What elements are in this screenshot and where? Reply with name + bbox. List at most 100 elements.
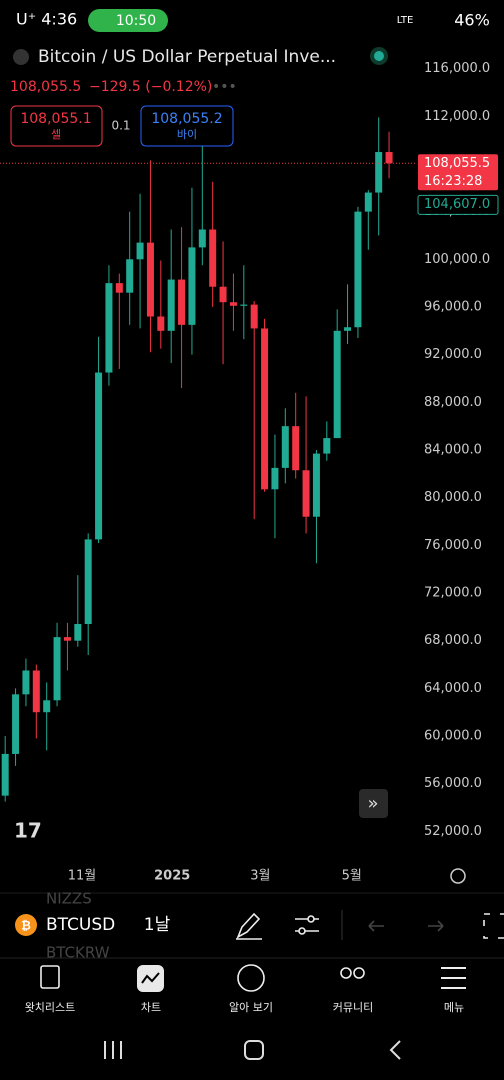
x-tick-label: 5월 xyxy=(342,869,362,884)
candle-body xyxy=(157,316,165,331)
candle-body xyxy=(240,304,248,306)
community-icon xyxy=(353,967,365,979)
status-dot-inner xyxy=(374,51,384,61)
tab-label[interactable]: 알아 보기 xyxy=(229,1000,273,1014)
y-tick-label: 100,000.0 xyxy=(424,252,490,267)
x-tick-label: 11월 xyxy=(68,869,97,884)
y-tick-label: 68,000.0 xyxy=(424,633,482,648)
y-tick-label: 92,000.0 xyxy=(424,347,482,362)
y-tick-label: 116,000.0 xyxy=(424,61,490,76)
spread: 0.1 xyxy=(111,119,130,133)
candle-body xyxy=(63,637,71,641)
y-tick-label: 64,000.0 xyxy=(424,681,482,696)
candle-body xyxy=(167,279,175,331)
candle-body xyxy=(74,624,82,641)
candle-body xyxy=(1,753,9,796)
undo-icon[interactable] xyxy=(368,920,384,932)
candle-body xyxy=(229,302,237,306)
fullscreen-icon[interactable] xyxy=(483,913,504,939)
y-tick-label: 88,000.0 xyxy=(424,395,482,410)
call-pill[interactable] xyxy=(88,9,168,32)
candle-body xyxy=(22,670,30,695)
candle-body xyxy=(105,283,113,373)
header-price: 108,055.5 xyxy=(10,79,81,95)
indicator-icon[interactable] xyxy=(295,918,319,932)
candle-body xyxy=(12,694,20,754)
y-tick-label: 76,000.0 xyxy=(424,538,482,553)
battery: 46% xyxy=(454,11,490,30)
countdown-label: 16:23:28 xyxy=(424,174,482,189)
marker-tag xyxy=(417,194,499,215)
y-tick-label: 60,000.0 xyxy=(424,729,482,744)
candle-body xyxy=(146,242,154,317)
candle-body xyxy=(302,470,310,517)
candle-body xyxy=(281,426,289,468)
candle-body xyxy=(188,247,196,325)
buy-label: 바이 xyxy=(177,128,197,141)
ghost-symbol: BTCKRW xyxy=(46,944,110,962)
toolbar-interval[interactable]: 1날 xyxy=(144,915,171,935)
chart: 52,000.0 56,000.0 60,000.0 64,000.0 68,000.0… xyxy=(0,61,499,884)
tab-label[interactable]: 차트 xyxy=(141,1001,161,1014)
tab-label[interactable]: 왓치리스트 xyxy=(25,1001,76,1014)
status-time: U⁺ 4:36 xyxy=(16,10,77,29)
candle-body xyxy=(271,467,279,490)
indicator-knob xyxy=(307,915,315,923)
candle-body xyxy=(333,330,341,439)
last-price-label: 108,055.5 xyxy=(424,156,490,171)
candle-body xyxy=(136,242,144,260)
btc-icon xyxy=(15,914,37,936)
candle-body xyxy=(219,286,227,303)
candle-body xyxy=(43,700,51,713)
candle-body xyxy=(385,152,393,164)
y-tick-label: 84,000.0 xyxy=(424,443,482,458)
candle-body xyxy=(32,670,40,713)
x-tick-label: 3월 xyxy=(250,869,270,884)
candle-body xyxy=(209,229,217,287)
nav-recent[interactable] xyxy=(104,1041,122,1059)
tab-label[interactable]: 커뮤니티 xyxy=(333,1001,373,1014)
sell-button[interactable] xyxy=(10,105,103,147)
scroll-right-icon: » xyxy=(367,793,378,814)
scroll-right-button[interactable] xyxy=(359,789,388,818)
candle-body xyxy=(344,327,352,331)
indicator-knob xyxy=(298,927,306,935)
settings-icon[interactable] xyxy=(450,868,466,884)
candle-body xyxy=(126,259,134,293)
ghost-symbol: NIZZS xyxy=(46,890,92,908)
marker-label: 104,607.0 xyxy=(424,197,490,212)
last-price-tag xyxy=(418,154,498,191)
draw-icon[interactable] xyxy=(236,912,262,940)
candle-body xyxy=(312,453,320,517)
toolbar-symbol[interactable]: BTCUSD xyxy=(46,915,115,935)
candle-body xyxy=(292,426,300,471)
btc-glyph: ₿ xyxy=(21,919,31,933)
explore-icon[interactable] xyxy=(237,964,265,992)
more-dots[interactable]: ••• xyxy=(212,79,237,95)
tab-bar: 왓치리스트 차트 알아 보기 커뮤니티 메뉴 xyxy=(25,1000,464,1014)
candle-body xyxy=(95,372,103,540)
buy-price: 108,055.2 xyxy=(151,111,222,127)
nav-back[interactable] xyxy=(389,1040,401,1060)
call-time: 10:50 xyxy=(116,13,156,29)
candle-body xyxy=(115,283,123,293)
watchlist-icon[interactable] xyxy=(40,965,60,989)
y-tick-label: 96,000.0 xyxy=(424,299,482,314)
x-tick-label: 2025 xyxy=(154,869,190,884)
menu-icon[interactable] xyxy=(441,967,466,989)
tab-label[interactable]: 메뉴 xyxy=(444,1001,464,1014)
candle-body xyxy=(261,328,269,490)
candle-body xyxy=(53,637,61,701)
community-icon[interactable] xyxy=(340,967,352,979)
network: LTE xyxy=(397,15,414,26)
nav-home[interactable] xyxy=(244,1040,264,1060)
y-tick-label: 52,000.0 xyxy=(424,824,482,839)
candle-body xyxy=(84,539,92,625)
buy-button[interactable] xyxy=(140,105,234,147)
candle-body xyxy=(198,229,206,248)
symbol-title[interactable]: Bitcoin / US Dollar Perpetual Inve... xyxy=(38,47,336,67)
redo-icon[interactable] xyxy=(428,920,444,932)
candle-body xyxy=(354,211,362,328)
